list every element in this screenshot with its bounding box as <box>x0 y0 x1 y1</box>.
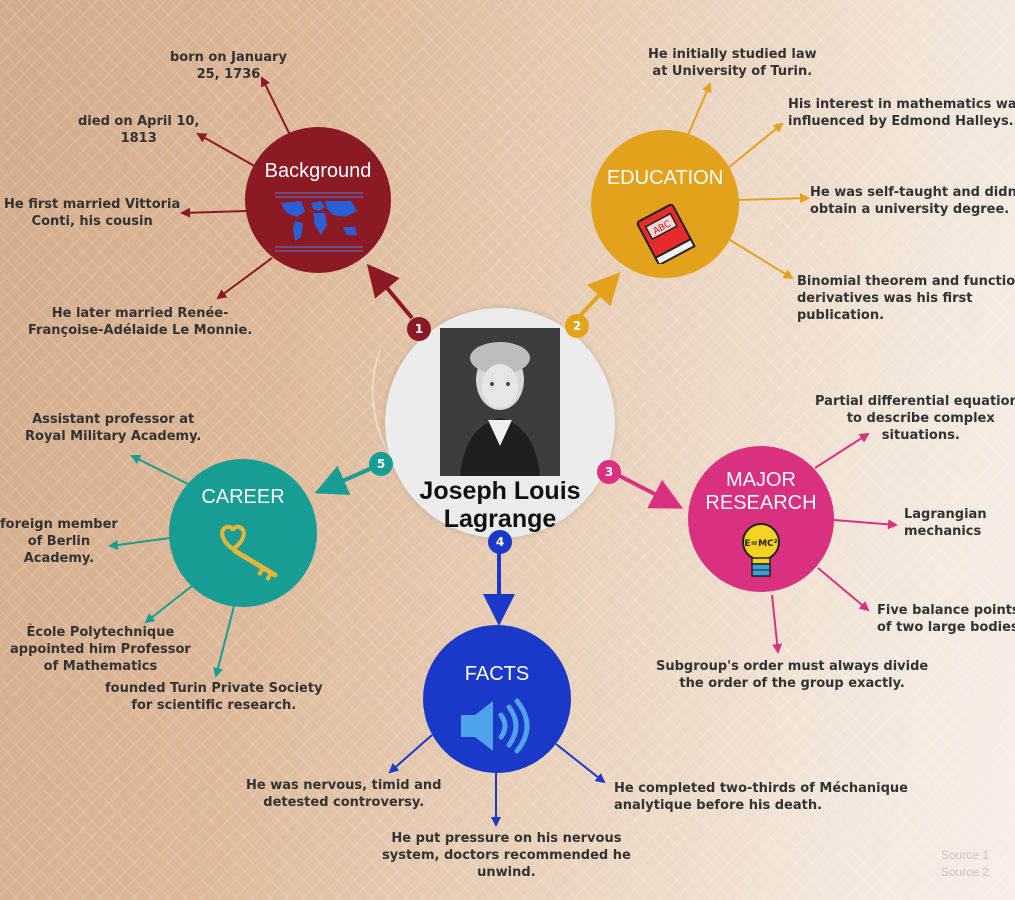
badge-5: 5 <box>369 452 393 476</box>
center-title-line2: Lagrange <box>443 505 557 533</box>
fact-line: He was nervous, timid and <box>246 778 442 793</box>
education-circle: EDUCATION ABC <box>591 130 739 278</box>
fact-line: obtain a university degree. <box>810 202 1010 217</box>
center-title: Joseph Louis Lagrange <box>385 477 615 533</box>
research-circle: MAJOR RESEARCH E=MC² <box>688 446 834 592</box>
portrait-image <box>440 328 560 476</box>
facts-fact-2: He put pressure on his nervous system, d… <box>382 830 631 881</box>
badge-4: 4 <box>488 530 512 554</box>
fact-line: to describe complex <box>846 411 995 426</box>
fact-line: the order of the group exactly. <box>679 676 905 691</box>
center-title-line1: Joseph Louis <box>419 477 581 505</box>
fact-line: He completed two-thirds of Méchanique <box>614 781 908 796</box>
research-fact-4: Subgroup's order must always divide the … <box>656 658 928 692</box>
fact-line: Subgroup's order must always divide <box>656 659 929 674</box>
facts-title: FACTS <box>464 663 530 685</box>
portrait-engraving-icon <box>440 328 560 476</box>
fact-line: His interest in mathematics was <box>788 97 1015 112</box>
fact-line: Lagrangian <box>904 507 987 522</box>
fact-line: analytique before his death. <box>614 798 823 813</box>
education-title: EDUCATION <box>606 167 724 189</box>
fact-line: Conti, his cousin <box>31 214 153 229</box>
facts-circle: FACTS <box>423 625 571 773</box>
career-title: CAREER <box>201 486 285 508</box>
fact-line: 1813 <box>120 131 157 146</box>
badge-2: 2 <box>565 314 589 338</box>
source-link-2[interactable]: Source 2 <box>941 865 990 879</box>
book-icon: ABC <box>631 202 701 267</box>
fact-line: Assistant professor at <box>32 412 195 427</box>
fact-line: He initially studied law <box>648 47 817 62</box>
fact-line: of Berlin <box>27 534 91 549</box>
fact-line: system, doctors recommended he <box>382 848 631 863</box>
fact-line: died on April 10, <box>78 114 200 129</box>
research-title-line2: RESEARCH <box>705 492 817 514</box>
education-fact-4: Binomial theorem and function derivative… <box>797 273 1015 324</box>
fact-line: publication. <box>797 308 885 323</box>
fact-line: Royal Military Academy. <box>25 429 202 444</box>
fact-line: He later married Renée- <box>51 306 229 321</box>
education-fact-3: He was self-taught and didn't obtain a u… <box>810 184 1015 218</box>
research-fact-3: Five balance points of two large bodies <box>877 602 1015 636</box>
career-fact-2: foreign member of Berlin Academy. <box>0 516 118 567</box>
fact-line: detested controversy. <box>263 795 425 810</box>
research-title-line1: MAJOR <box>726 469 796 491</box>
fact-line: born on January <box>170 50 287 65</box>
lightbulb-icon: E=MC² <box>738 520 784 582</box>
facts-fact-3: He completed two-thirds of Méchanique an… <box>614 780 908 814</box>
fact-line: Academy. <box>23 551 95 566</box>
background-circle: Background <box>245 127 391 273</box>
world-map-icon <box>273 189 365 253</box>
fact-line: He put pressure on his nervous <box>391 831 622 846</box>
fact-line: for scientific research. <box>131 698 297 713</box>
fact-line: Binomial theorem and function <box>797 274 1015 289</box>
background-fact-4: He later married Renée- Françoise-Adélai… <box>28 305 252 339</box>
fact-line: 25, 1736 <box>196 67 261 82</box>
badge-3: 3 <box>597 460 621 484</box>
fact-line: derivatives was his first <box>797 291 973 306</box>
source-link-1[interactable]: Source 1 <box>941 848 990 862</box>
fact-line: influenced by Edmond Halleys. <box>788 114 1014 129</box>
fact-line: of Mathematics <box>43 659 158 674</box>
fact-line: mechanics <box>904 524 982 539</box>
speaker-icon <box>457 697 535 755</box>
career-fact-1: Assistant professor at Royal Military Ac… <box>25 411 201 445</box>
background-fact-2: died on April 10, 1813 <box>78 113 199 147</box>
fact-line: He first married Vittoria <box>4 197 181 212</box>
fact-line: foreign member <box>0 517 118 532</box>
fact-line: Françoise-Adélaide Le Monnie. <box>28 323 253 338</box>
career-fact-3: Ècole Polytechnique appointed him Profes… <box>10 624 191 675</box>
fact-line: of two large bodies <box>877 620 1015 635</box>
career-circle: CAREER <box>169 459 317 607</box>
background-title: Background <box>264 160 372 182</box>
fact-line: appointed him Professor <box>10 642 191 657</box>
education-fact-2: His interest in mathematics was influenc… <box>788 96 1015 130</box>
svg-text:E=MC²: E=MC² <box>744 539 777 549</box>
badge-1: 1 <box>407 317 431 341</box>
research-fact-1: Partial differential equations to descri… <box>815 393 1015 444</box>
fact-line: He was self-taught and didn't <box>810 185 1015 200</box>
facts-fact-1: He was nervous, timid and detested contr… <box>246 777 441 811</box>
fact-line: at University of Turin. <box>652 64 813 79</box>
fact-line: Partial differential equations <box>815 394 1015 409</box>
background-fact-1: born on January 25, 1736 <box>170 49 287 83</box>
career-fact-4: founded Turin Private Society for scient… <box>105 680 323 714</box>
key-icon <box>213 519 287 583</box>
fact-line: Ècole Polytechnique <box>26 625 175 640</box>
fact-line: founded Turin Private Society <box>105 681 323 696</box>
education-fact-1: He initially studied law at University o… <box>648 46 817 80</box>
background-fact-3: He first married Vittoria Conti, his cou… <box>4 196 180 230</box>
research-fact-2: Lagrangian mechanics <box>904 506 987 540</box>
fact-line: Five balance points <box>877 603 1015 618</box>
fact-line: unwind. <box>477 865 536 880</box>
fact-line: situations. <box>881 428 960 443</box>
